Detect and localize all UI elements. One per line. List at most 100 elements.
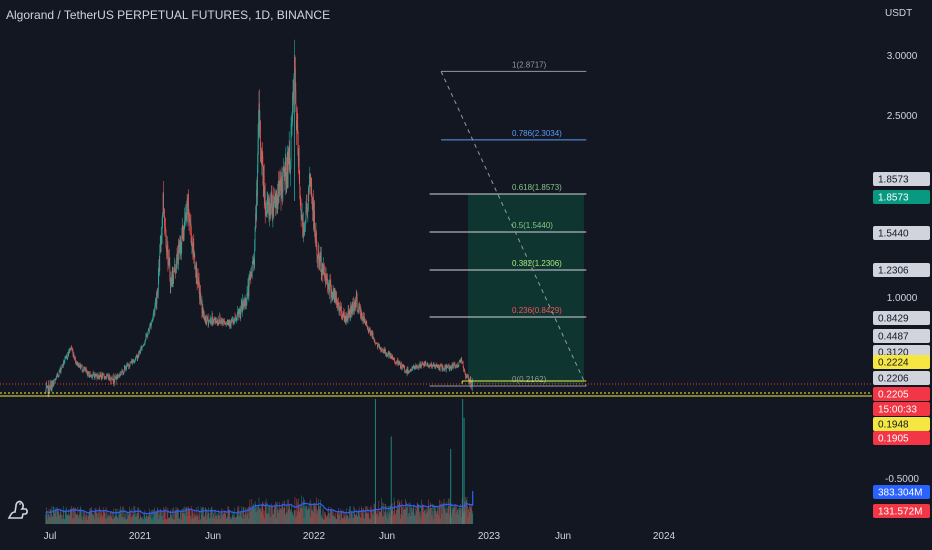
volume-bar xyxy=(201,508,202,524)
candle-body xyxy=(278,180,280,194)
candle-body xyxy=(91,376,93,378)
candle-body xyxy=(417,366,419,369)
volume-bar xyxy=(410,504,411,524)
volume-bar xyxy=(166,519,168,524)
candle-body xyxy=(239,310,241,319)
candle-body xyxy=(263,174,265,186)
candle-body xyxy=(59,370,60,372)
volume-bar xyxy=(330,510,331,524)
volume-bar xyxy=(416,502,418,524)
volume-bar xyxy=(418,505,419,524)
volume-bar xyxy=(289,509,291,524)
candle-body xyxy=(355,294,357,306)
volume-bar xyxy=(82,519,83,524)
volume-bar xyxy=(399,502,401,524)
candle-body xyxy=(375,343,377,344)
volume-bar xyxy=(345,519,347,524)
volume-bar xyxy=(209,518,211,524)
volume-bar xyxy=(164,510,165,524)
candle-body xyxy=(218,322,220,324)
volume-bar xyxy=(85,514,86,524)
candle-body xyxy=(279,180,280,187)
volume-bar xyxy=(332,515,334,524)
volume-bar xyxy=(65,508,67,524)
volume-bar xyxy=(131,518,132,524)
volume-bar xyxy=(309,508,311,524)
volume-bar xyxy=(328,506,329,524)
volume-bar xyxy=(255,503,256,524)
volume-bar xyxy=(263,510,265,524)
candle-body xyxy=(260,120,261,147)
candle-body xyxy=(103,374,105,376)
volume-bar xyxy=(60,508,61,524)
volume-bar xyxy=(367,506,369,524)
volume-bar xyxy=(251,505,253,524)
candle-body xyxy=(63,361,64,366)
volume-bar xyxy=(109,516,110,524)
volume-bar xyxy=(429,509,430,524)
volume-bar xyxy=(210,511,212,524)
candle-body xyxy=(225,324,227,325)
candle-body xyxy=(190,223,192,234)
volume-bar xyxy=(453,508,455,524)
volume-bar xyxy=(141,517,142,524)
volume-bar xyxy=(165,506,167,524)
candle-body xyxy=(241,304,243,311)
candle-body xyxy=(251,272,253,274)
volume-bar xyxy=(398,507,399,524)
volume-bar xyxy=(288,499,290,524)
candle-body xyxy=(128,365,130,367)
volume-bar xyxy=(272,505,273,524)
volume-bar xyxy=(349,506,350,524)
candle-body xyxy=(410,368,411,372)
candle-body xyxy=(71,347,72,349)
volume-label: 383.304M xyxy=(878,488,922,499)
candle-body xyxy=(138,352,140,356)
volume-bar xyxy=(469,506,471,524)
volume-bar xyxy=(212,517,213,524)
candle-body xyxy=(449,366,451,370)
volume-bar xyxy=(200,506,202,524)
volume-bar xyxy=(456,511,458,524)
candle-body xyxy=(166,245,167,251)
candle-body xyxy=(49,385,51,391)
volume-bar xyxy=(365,513,367,524)
candle-body xyxy=(428,366,430,368)
volume-bar xyxy=(371,510,373,524)
candle-body xyxy=(73,354,75,358)
candle-body xyxy=(293,76,295,99)
candle-body xyxy=(67,352,69,359)
candle-body xyxy=(254,241,256,266)
volume-bar xyxy=(342,517,343,524)
volume-bar xyxy=(409,502,411,524)
volume-bar xyxy=(311,510,313,524)
candle-body xyxy=(422,363,424,365)
candle-body xyxy=(175,270,176,272)
candle-body xyxy=(403,366,405,368)
candle-body xyxy=(373,338,375,340)
volume-bar xyxy=(219,515,221,524)
candle-body xyxy=(416,365,417,367)
candle-body xyxy=(216,320,218,325)
candle-body xyxy=(106,375,107,378)
volume-bar xyxy=(123,518,125,524)
candle-body xyxy=(333,290,335,300)
volume-bar xyxy=(221,508,222,524)
candle-body xyxy=(424,362,426,364)
volume-bar xyxy=(108,513,109,524)
candle-body xyxy=(179,242,180,247)
candle-body xyxy=(191,242,193,245)
volume-bar xyxy=(286,499,288,524)
candle-body xyxy=(113,379,115,381)
volume-bar xyxy=(163,512,165,524)
candle-body xyxy=(141,346,142,350)
volume-bar xyxy=(290,509,292,524)
candle-body xyxy=(243,303,245,306)
candle-body xyxy=(232,319,234,324)
volume-bar xyxy=(73,518,75,524)
candle-body xyxy=(379,347,381,348)
candle-body xyxy=(430,363,432,366)
candle-body xyxy=(212,322,214,325)
candle-body xyxy=(45,387,47,391)
